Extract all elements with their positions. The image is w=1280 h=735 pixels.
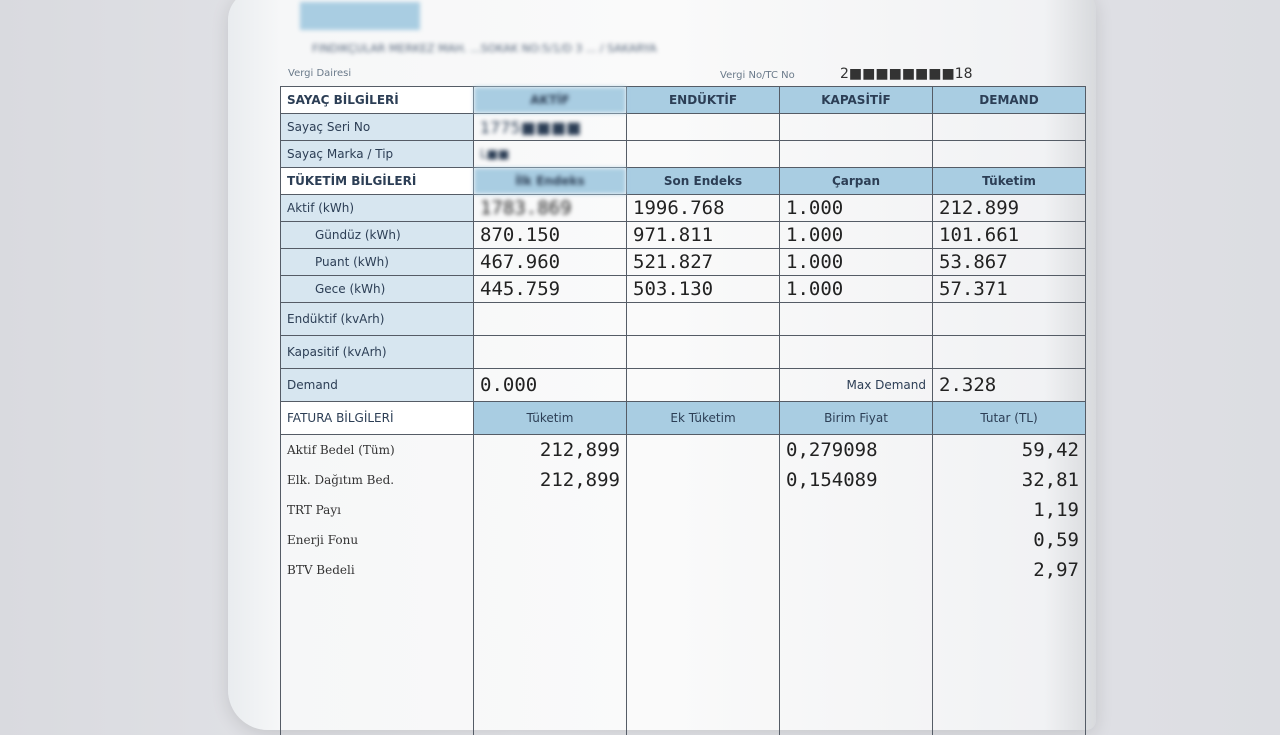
col-header: KAPASİTİF — [779, 86, 933, 114]
brand-label: Sayaç Marka / Tip — [280, 140, 474, 168]
consumption-row: Gündüz (kWh) 870.150 971.811 1.000 101.6… — [280, 221, 1086, 249]
amount: 32,81 — [932, 465, 1086, 495]
col-header: İlk Endeks — [473, 167, 627, 195]
amount: 0,59 — [932, 525, 1086, 555]
invoice-row: Enerji Fonu 0,59 — [280, 525, 1086, 555]
capacitive-label: Kapasitif (kvArh) — [280, 335, 474, 369]
first-index: 467.960 — [473, 248, 627, 276]
row-label: Gece (kWh) — [280, 275, 474, 303]
max-demand-label: Max Demand — [779, 368, 933, 402]
tax-office-label: Vergi Dairesi — [288, 68, 352, 79]
last-index: 1996.768 — [626, 194, 780, 222]
consumption-row: Puant (kWh) 467.960 521.827 1.000 53.867 — [280, 248, 1086, 276]
multiplier: 1.000 — [779, 221, 933, 249]
col-header: AKTİF — [473, 86, 627, 114]
row-label: BTV Bedeli — [280, 555, 474, 585]
qty: 212,899 — [473, 434, 627, 465]
inductive-label: Endüktif (kvArh) — [280, 302, 474, 336]
col-header: Birim Fiyat — [779, 401, 933, 435]
first-index: 1783.869 — [473, 194, 627, 222]
invoice-row: Aktif Bedel (Tüm) 212,899 0,279098 59,42 — [280, 434, 1086, 465]
amount: 1,19 — [932, 495, 1086, 525]
row-label: Enerji Fonu — [280, 525, 474, 555]
demand-value: 0.000 — [473, 368, 627, 402]
first-index: 445.759 — [473, 275, 627, 303]
col-header: ENDÜKTİF — [626, 86, 780, 114]
row-label: Aktif (kWh) — [280, 194, 474, 222]
brand-value: L■■ — [473, 140, 627, 168]
serial-label: Sayaç Seri No — [280, 113, 474, 141]
multiplier: 1.000 — [779, 248, 933, 276]
invoice-row: TRT Payı 1,19 — [280, 495, 1086, 525]
consumption-row: Gece (kWh) 445.759 503.130 1.000 57.371 — [280, 275, 1086, 303]
col-header: Tutar (TL) — [932, 401, 1086, 435]
invoice-section: FATURA BİLGİLERİ — [280, 401, 474, 435]
row-label: Aktif Bedel (Tüm) — [280, 434, 474, 465]
address: FINDIKÇULAR MERKEZ MAH. ...SOKAK NO:5/1/… — [312, 42, 657, 55]
multiplier: 1.000 — [779, 194, 933, 222]
tax-no: 2■■■■■■■■18 — [840, 66, 973, 82]
row-label: Elk. Dağıtım Bed. — [280, 465, 474, 495]
demand-label: Demand — [280, 368, 474, 402]
row-label: Gündüz (kWh) — [280, 221, 474, 249]
consumption-total: 212.899 — [932, 194, 1086, 222]
logo-block — [300, 2, 420, 30]
unit-price: 0,279098 — [779, 434, 933, 465]
consumption-total: 53.867 — [932, 248, 1086, 276]
row-label: TRT Payı — [280, 495, 474, 525]
tax-no-label: Vergi No/TC No — [720, 70, 795, 81]
bill-table: SAYAÇ BİLGİLERİ AKTİF ENDÜKTİF KAPASİTİF… — [280, 86, 1086, 735]
amount: 2,97 — [932, 555, 1086, 585]
last-index: 521.827 — [626, 248, 780, 276]
meter-section: SAYAÇ BİLGİLERİ — [280, 86, 474, 114]
col-header: Ek Tüketim — [626, 401, 780, 435]
unit-price: 0,154089 — [779, 465, 933, 495]
consumption-section: TÜKETİM BİLGİLERİ — [280, 167, 474, 195]
col-header: Tüketim — [932, 167, 1086, 195]
max-demand-value: 2.328 — [932, 368, 1086, 402]
col-header: Çarpan — [779, 167, 933, 195]
last-index: 971.811 — [626, 221, 780, 249]
first-index: 870.150 — [473, 221, 627, 249]
col-header: DEMAND — [932, 86, 1086, 114]
row-label: Puant (kWh) — [280, 248, 474, 276]
invoice-row: BTV Bedeli 2,97 — [280, 555, 1086, 585]
consumption-row: Aktif (kWh) 1783.869 1996.768 1.000 212.… — [280, 194, 1086, 222]
col-header: Tüketim — [473, 401, 627, 435]
consumption-total: 57.371 — [932, 275, 1086, 303]
amount: 59,42 — [932, 434, 1086, 465]
serial-value: 1775■■■■ — [473, 113, 627, 141]
multiplier: 1.000 — [779, 275, 933, 303]
col-header: Son Endeks — [626, 167, 780, 195]
qty: 212,899 — [473, 465, 627, 495]
invoice-row: Elk. Dağıtım Bed. 212,899 0,154089 32,81 — [280, 465, 1086, 495]
last-index: 503.130 — [626, 275, 780, 303]
consumption-total: 101.661 — [932, 221, 1086, 249]
